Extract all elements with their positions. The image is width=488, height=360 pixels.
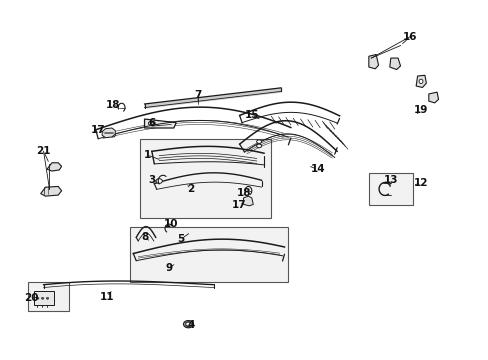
Bar xyxy=(368,173,412,205)
Ellipse shape xyxy=(110,134,115,137)
Text: 11: 11 xyxy=(100,292,114,302)
Text: 18: 18 xyxy=(105,100,120,110)
Text: 21: 21 xyxy=(36,146,51,156)
Text: 17: 17 xyxy=(232,200,246,210)
Bar xyxy=(27,282,69,311)
Ellipse shape xyxy=(418,79,422,84)
Polygon shape xyxy=(102,128,115,138)
Bar xyxy=(140,139,271,218)
Text: 1: 1 xyxy=(143,150,150,160)
Text: 14: 14 xyxy=(310,164,325,174)
Ellipse shape xyxy=(148,122,153,125)
Polygon shape xyxy=(368,54,378,69)
Polygon shape xyxy=(389,58,400,69)
Text: 10: 10 xyxy=(164,219,178,229)
Bar xyxy=(130,226,288,282)
Text: 19: 19 xyxy=(413,105,427,115)
Text: 17: 17 xyxy=(91,125,105,135)
Polygon shape xyxy=(428,92,438,103)
Ellipse shape xyxy=(183,320,193,328)
Text: 12: 12 xyxy=(413,178,427,188)
Text: 16: 16 xyxy=(402,32,417,41)
Text: 9: 9 xyxy=(165,263,172,273)
Text: 20: 20 xyxy=(23,293,38,303)
Ellipse shape xyxy=(156,179,162,183)
Ellipse shape xyxy=(185,322,191,326)
Text: 8: 8 xyxy=(141,232,148,242)
Text: 2: 2 xyxy=(187,184,194,194)
Text: 18: 18 xyxy=(237,188,251,198)
Polygon shape xyxy=(415,75,426,87)
Ellipse shape xyxy=(256,144,261,148)
Ellipse shape xyxy=(256,140,261,143)
Ellipse shape xyxy=(41,297,44,299)
Text: 3: 3 xyxy=(148,175,155,185)
Ellipse shape xyxy=(46,297,49,299)
Polygon shape xyxy=(243,196,253,206)
Text: 15: 15 xyxy=(244,111,259,121)
Text: 4: 4 xyxy=(187,320,194,330)
Ellipse shape xyxy=(37,297,39,299)
Polygon shape xyxy=(47,163,61,171)
Text: 7: 7 xyxy=(194,90,202,100)
Text: 13: 13 xyxy=(383,175,397,185)
Bar xyxy=(34,291,54,305)
Polygon shape xyxy=(144,119,176,128)
Text: 5: 5 xyxy=(177,234,184,244)
Polygon shape xyxy=(41,186,61,196)
Text: 6: 6 xyxy=(148,118,155,128)
